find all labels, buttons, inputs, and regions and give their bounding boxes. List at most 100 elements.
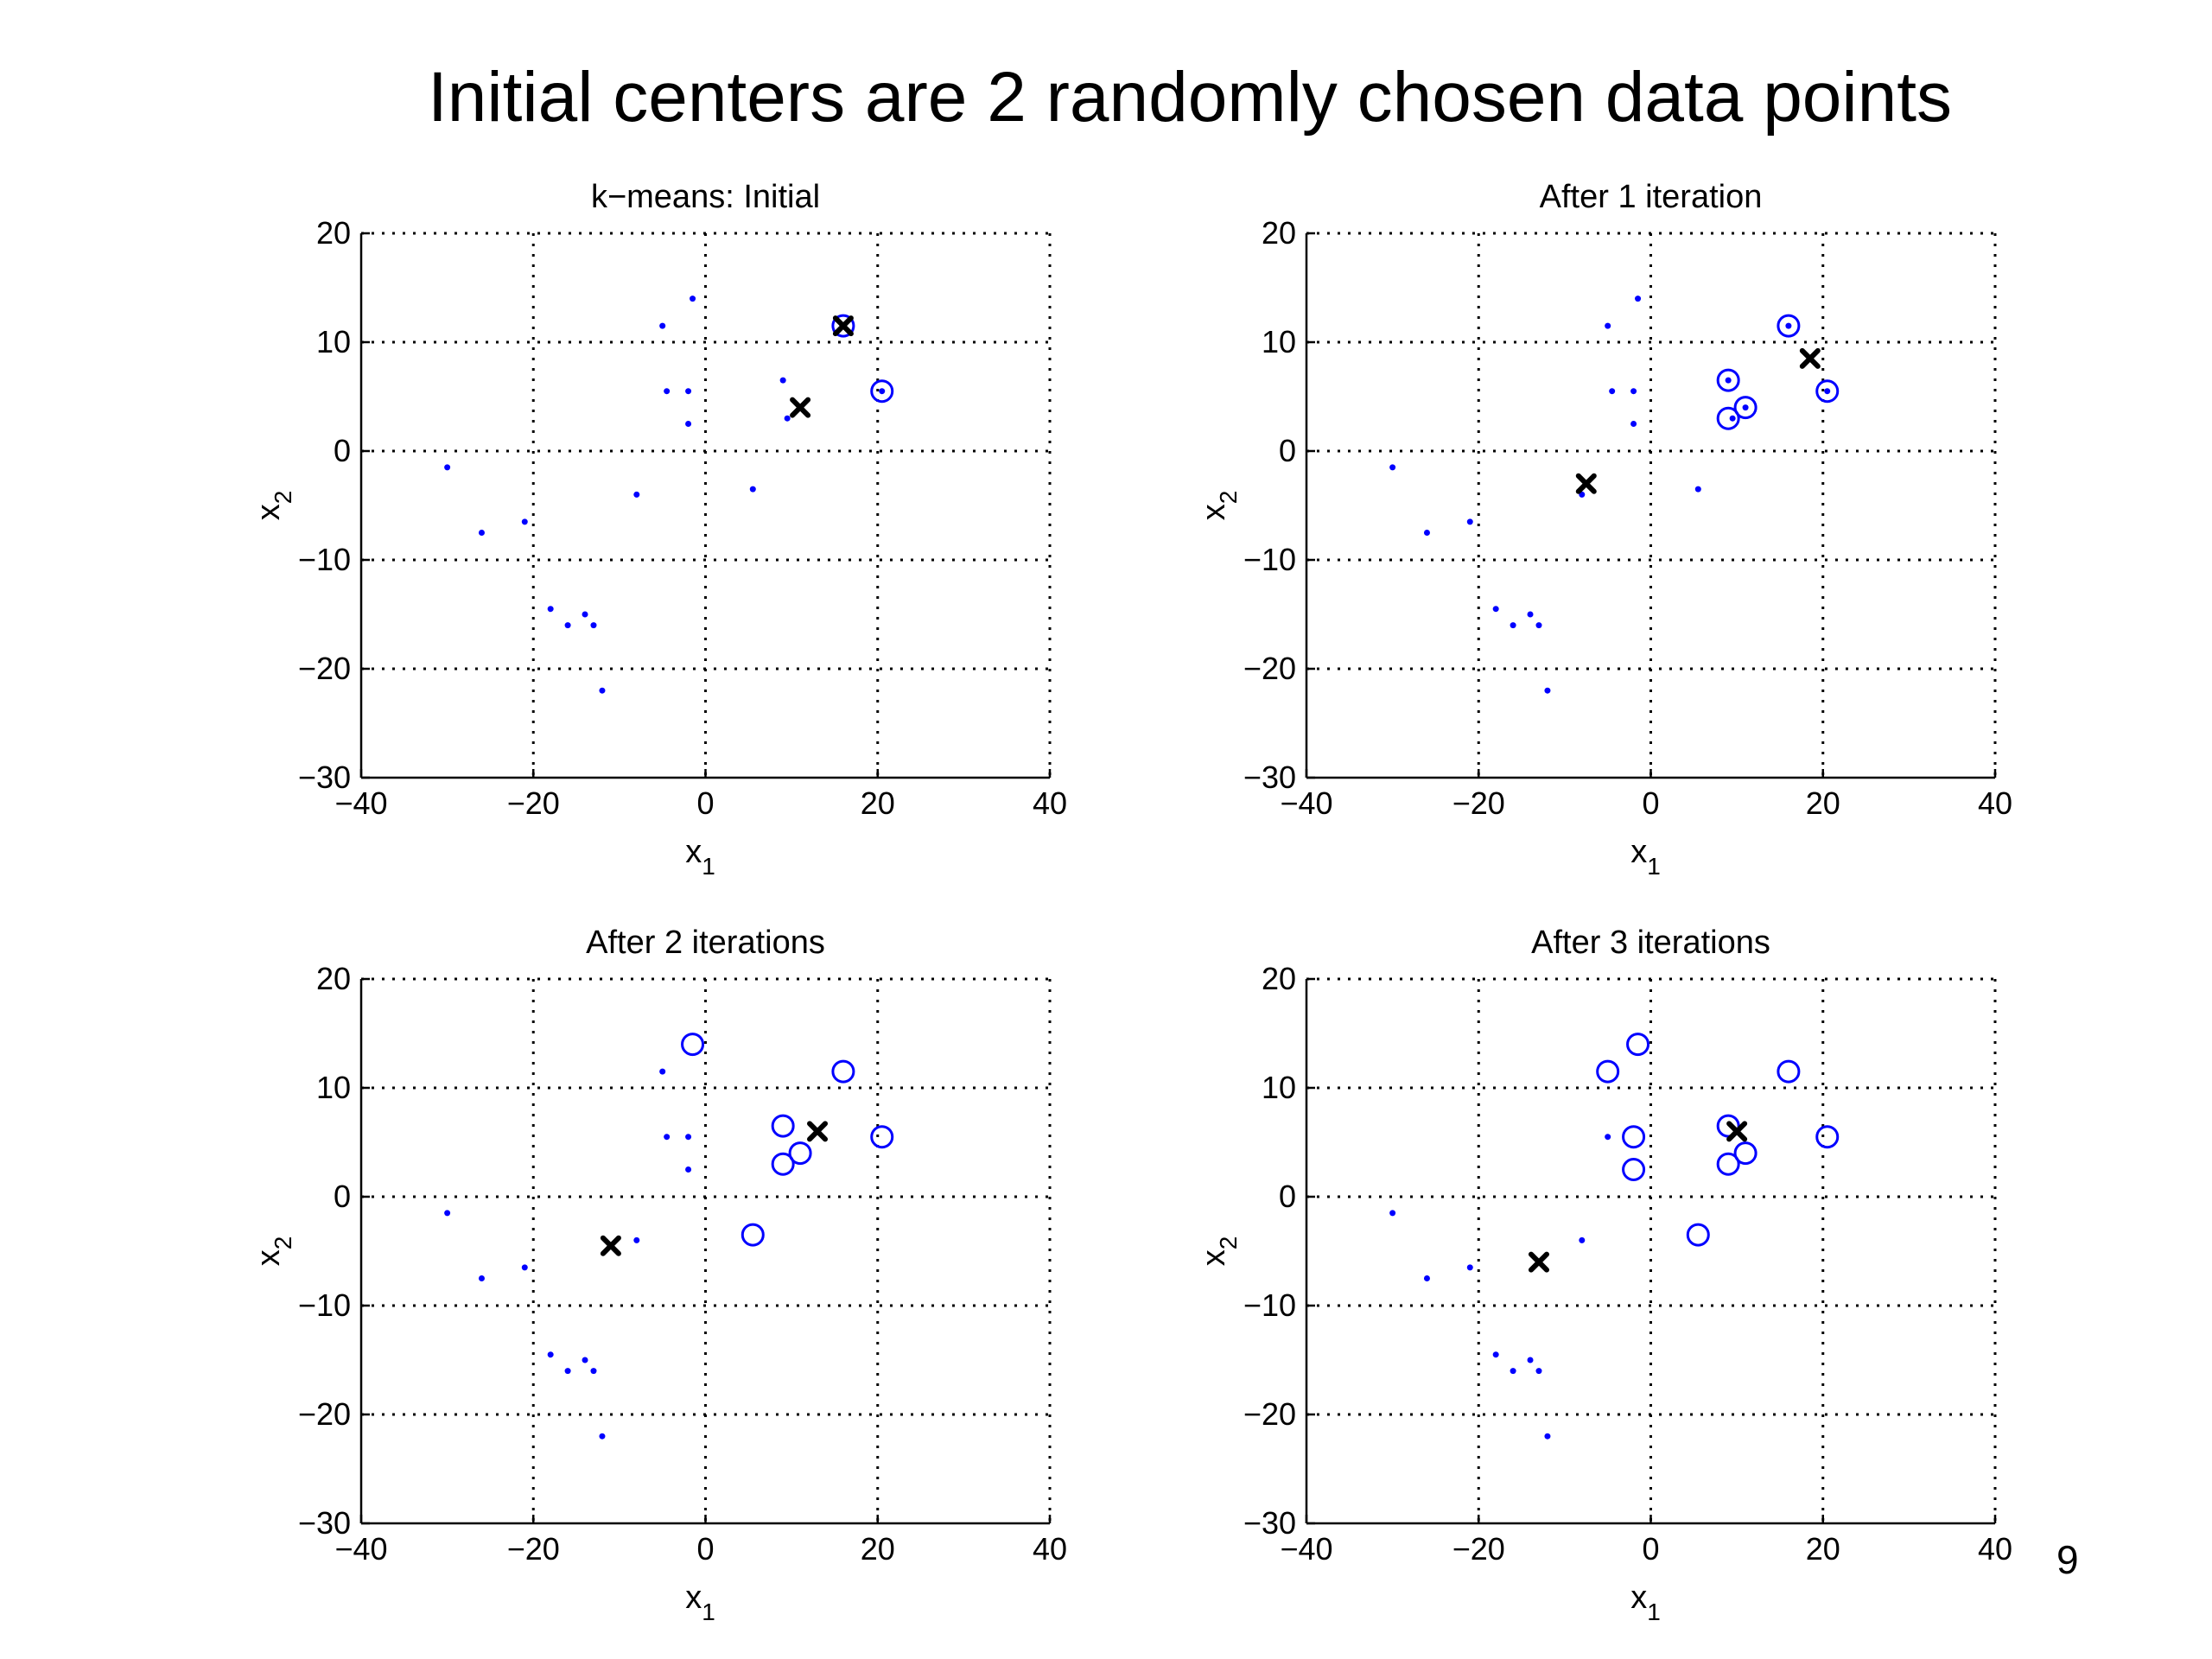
cluster-point [1733,1141,1758,1166]
data-point [1544,687,1551,694]
cluster-point [771,1114,795,1138]
y-tick-label: 20 [1262,215,1296,251]
x-axis-label-subscript: 1 [1647,853,1661,880]
cluster-point [771,1152,795,1176]
y-tick-label: −30 [298,1505,351,1541]
cluster-point [1777,1059,1801,1084]
page-number: 9 [2056,1537,2079,1582]
y-tick-label: 0 [1279,1179,1296,1214]
data-point [1630,421,1637,427]
cluster-point [1686,1223,1710,1247]
cluster-point [1815,379,1840,404]
data-point [633,1236,640,1243]
cluster-point [1777,314,1801,338]
cluster-center [790,397,811,418]
data-point [1466,1264,1473,1271]
scatter-panel-2: −40 −20 0 20 40 −30 −20 −10 0 10 20 After 1 iterati… [1196,179,2012,880]
x-axis-label-text: x [1630,834,1647,870]
cluster-center [832,315,854,337]
x-tick-label: 20 [1806,785,1840,821]
y-axis-label-subscript: 2 [270,491,296,505]
y-tick-label: −10 [298,1287,351,1323]
x-axis-label: x1 [685,834,715,880]
data-point [599,687,606,694]
data-point [1694,486,1701,493]
data-point [1389,464,1396,471]
data-point [1492,1351,1499,1358]
data-point [564,1368,571,1375]
y-axis-label-text: x [251,504,287,520]
cluster-point [1626,1033,1650,1057]
cluster-point [1716,1114,1740,1138]
cluster-point [741,1223,765,1247]
cluster-point [870,1125,894,1149]
x-tick-label: 40 [1033,1531,1067,1567]
x-tick-label: −40 [1280,1531,1332,1567]
y-axis-label-subscript: 2 [270,1236,296,1250]
data-point [1785,322,1792,329]
data-point [1605,1134,1611,1141]
y-tick-label: 0 [334,433,351,468]
y-tick-label: −10 [1243,1287,1296,1323]
y-tick-label: 10 [1262,324,1296,359]
data-point [685,421,692,427]
data-point [521,518,528,525]
x-axis-label-subscript: 1 [702,1599,715,1625]
y-axis-label-text: x [251,1249,287,1266]
data-point [659,322,666,329]
data-point [547,1351,554,1358]
data-point [749,486,756,493]
x-tick-label: 40 [1978,1531,2012,1567]
y-tick-label: 0 [1279,433,1296,468]
x-tick-label: −20 [1452,1531,1505,1567]
x-tick-label: 0 [696,785,714,821]
scatter-panel-1: −40 −20 0 20 40 −30 −20 −10 0 10 20 k−means: Initia… [251,179,1067,880]
data-point [444,464,451,471]
data-point [1527,1357,1534,1363]
x-axis-label-text: x [685,1580,702,1616]
cluster-point [831,1059,855,1084]
data-point [879,388,886,395]
x-axis-label: x1 [1630,1580,1661,1625]
data-point [664,388,671,395]
data-point [1635,296,1642,302]
x-axis-label-text: x [685,834,702,870]
cluster-point [1733,396,1758,420]
data-point [1544,1433,1551,1440]
data-point [590,622,597,629]
y-tick-label: −10 [1243,542,1296,577]
cluster-point [831,314,855,338]
data-point [1535,1368,1542,1375]
x-tick-label: −20 [507,1531,560,1567]
y-tick-label: 10 [1262,1070,1296,1105]
cluster-point [1622,1158,1646,1181]
y-tick-label: −30 [1243,760,1296,795]
y-axis-label-subscript: 2 [1215,1236,1242,1250]
x-tick-label: −20 [1452,785,1505,821]
data-point [1729,415,1736,422]
y-tick-label: −10 [298,542,351,577]
data-point [633,491,640,498]
data-point [1824,388,1831,395]
x-tick-label: 20 [1806,1531,1840,1567]
x-tick-label: 0 [696,1531,714,1567]
y-tick-label: 20 [316,961,351,996]
x-axis-label-subscript: 1 [702,853,715,880]
y-tick-label: −20 [1243,1396,1296,1432]
data-point [685,1134,692,1141]
y-tick-label: −20 [298,1396,351,1432]
data-point [779,377,786,384]
data-point [590,1368,597,1375]
data-point [690,296,696,302]
data-point [664,1134,671,1141]
data-point [1466,518,1473,525]
y-axis-label: x2 [1196,1236,1242,1267]
data-point [478,530,485,536]
chart-title: After 2 iterations [586,925,825,961]
x-tick-label: −20 [507,785,560,821]
data-point [478,1275,485,1281]
x-axis-label-text: x [1630,1580,1647,1616]
x-tick-label: 20 [861,1531,895,1567]
chart-title: k−means: Initial [591,179,820,215]
y-tick-label: −20 [1243,651,1296,686]
